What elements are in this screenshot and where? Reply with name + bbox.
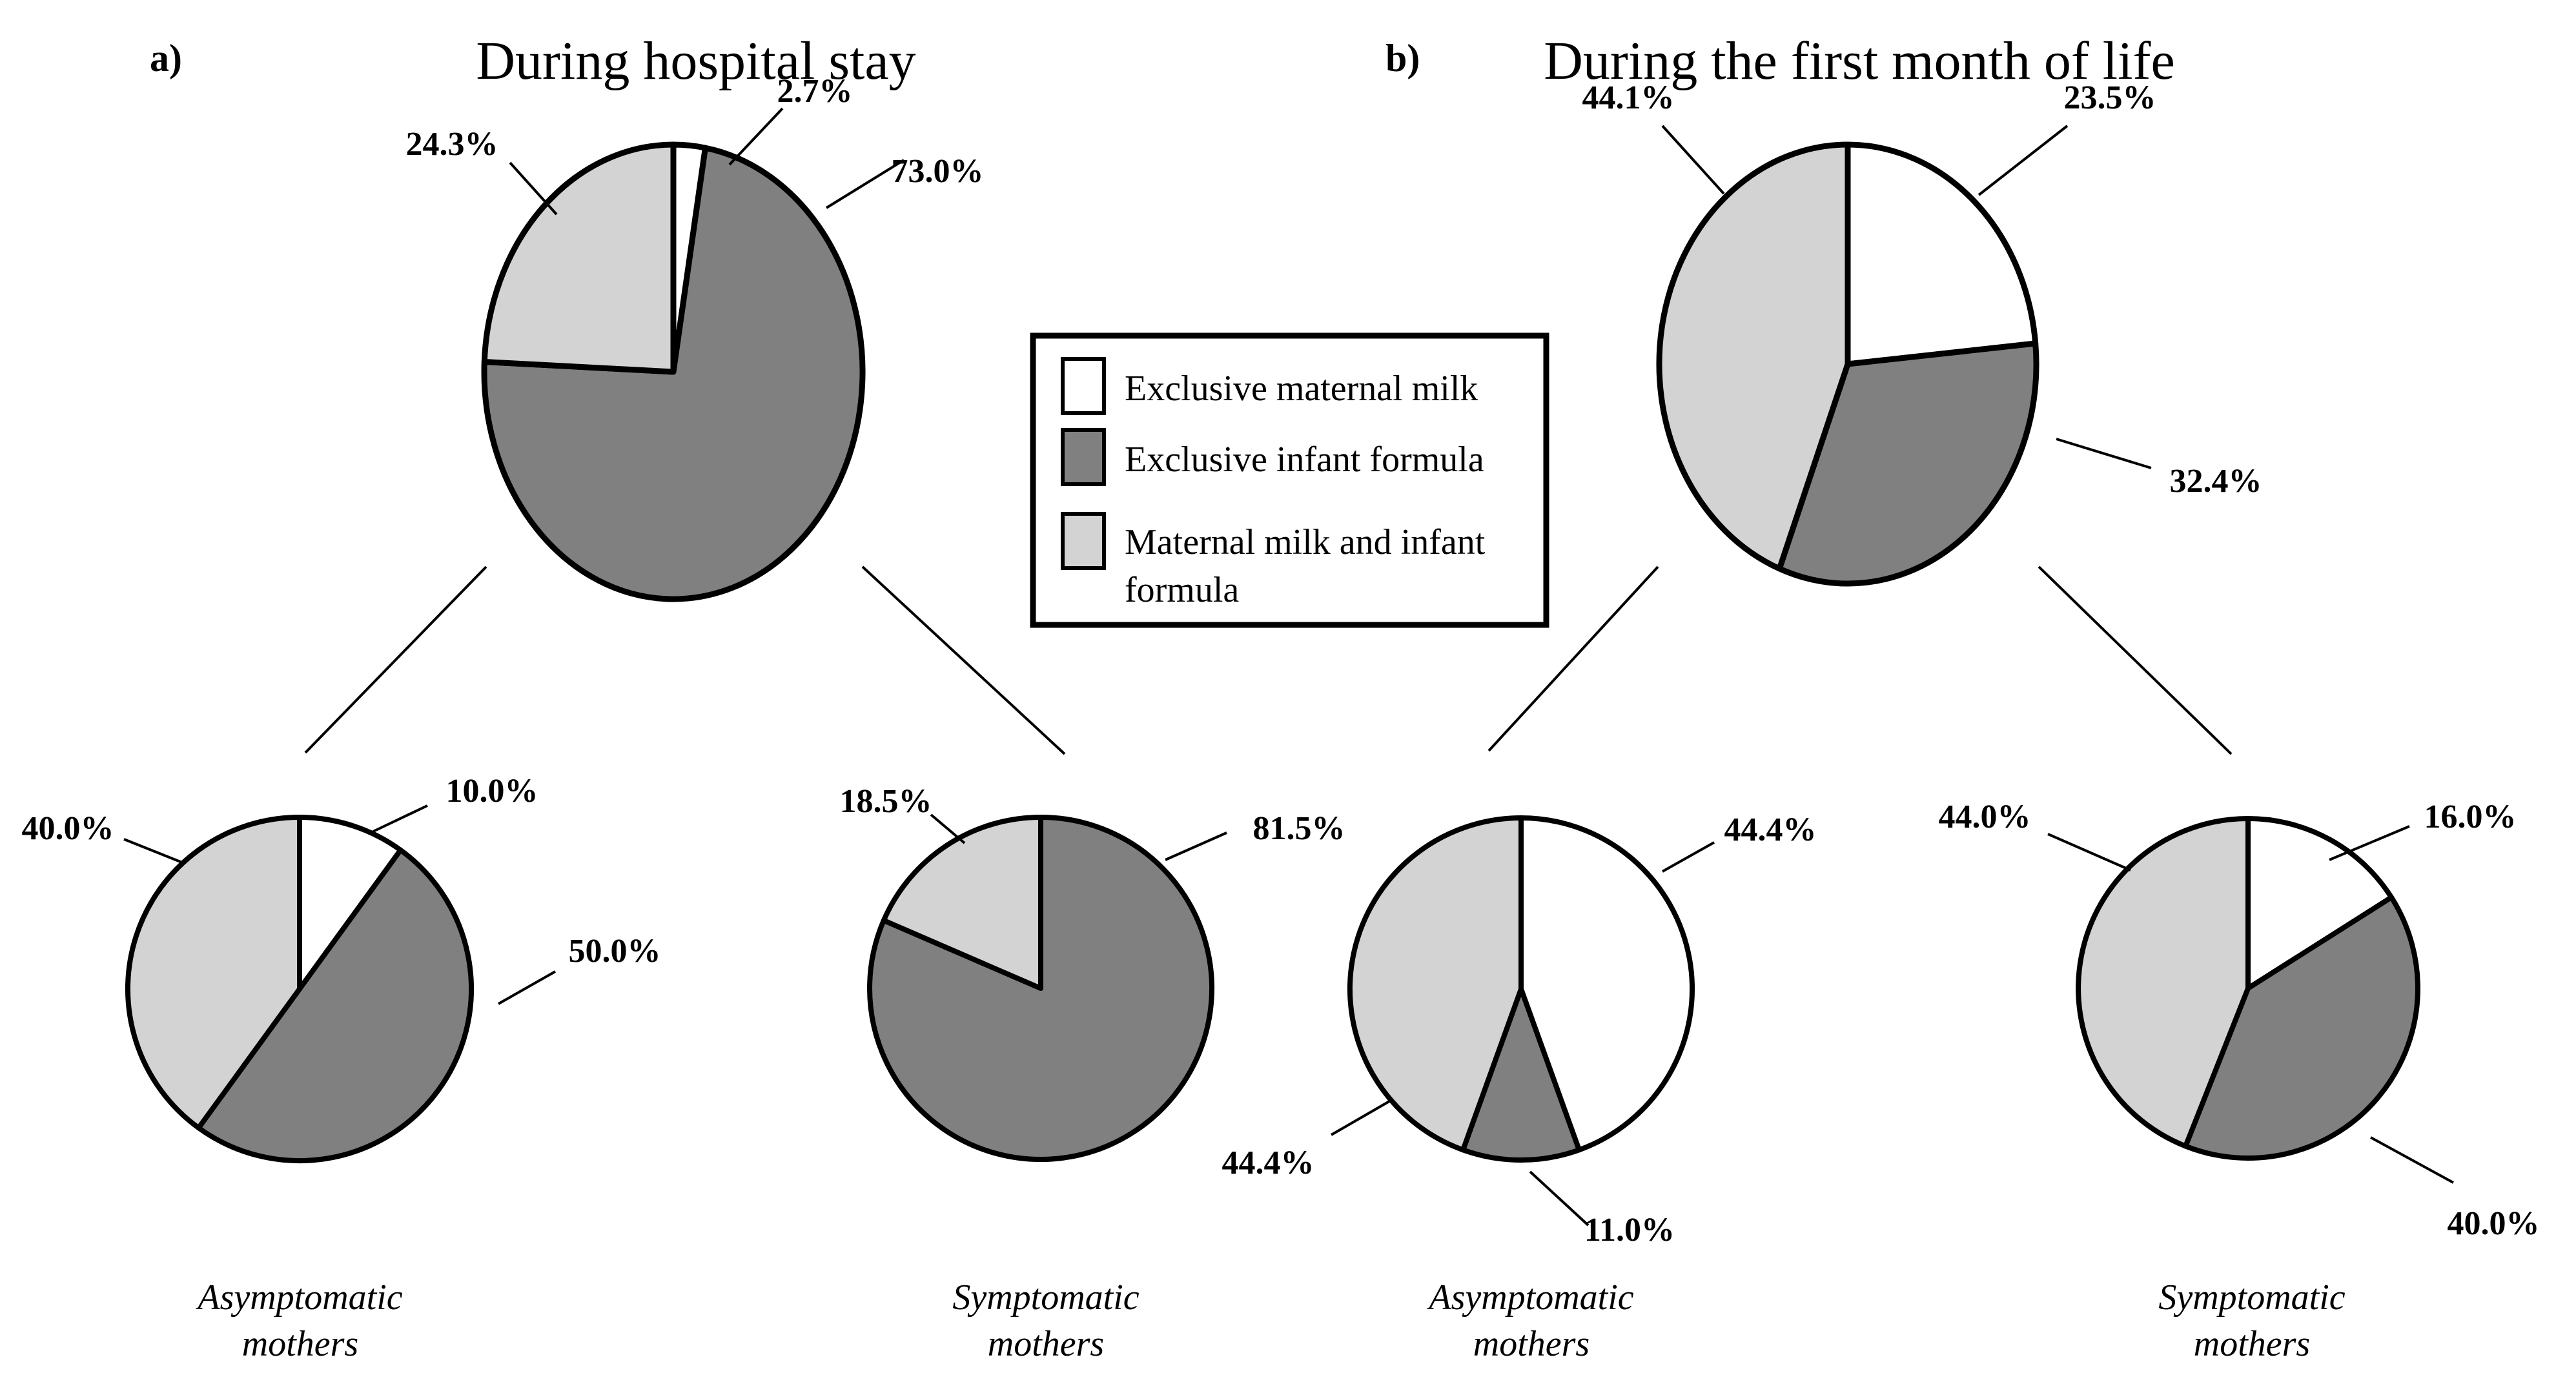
connector-line-3 — [1487, 565, 1659, 752]
pie-month-all-slice-1 — [1776, 340, 2039, 587]
pie-month-all-slice-1-percent-label: 32.4% — [2170, 463, 2262, 500]
pie-hospital-asymptomatic-slice-0-percent-label: 10.0% — [446, 773, 538, 810]
connector-line-4 — [2038, 565, 2233, 755]
legend: Exclusive maternal milk Exclusive infant… — [1030, 332, 1549, 628]
legend-box — [1030, 332, 1549, 628]
pie-hospital-asymptomatic-slice-0-leader-line — [373, 804, 428, 833]
pie-month-all-slice-2 — [1656, 141, 1851, 572]
pie-hospital-all-slice-0-percent-label: 2.7% — [777, 73, 853, 110]
pie-month-all-slice-1-leader-line — [2056, 438, 2152, 469]
pie-hospital-symptomatic-slice-1-leader-line — [930, 813, 966, 844]
pie-hospital-all-slice-0-leader-line — [728, 107, 784, 166]
pie-hospital-asymptomatic-slice-2-leader-line — [123, 838, 183, 864]
pie-hospital-asymptomatic-caption-line1: Asymptomatic — [195, 1278, 402, 1318]
pie-month-all-slice-2-leader-line — [1661, 125, 1725, 195]
pie-month-asymptomatic-slice-0-leader-line — [1662, 841, 1715, 873]
pie-hospital-all-slice-2-percent-label: 24.3% — [406, 126, 498, 163]
pie-month-asymptomatic-slice-0 — [1518, 815, 1695, 1153]
pie-hospital-asymptomatic-caption-line2: mothers — [242, 1324, 358, 1364]
pie-hospital-symptomatic-slice-1 — [881, 815, 1043, 991]
pie-hospital-all-slice-2-leader-line — [509, 161, 558, 216]
legend-label-infant-formula: Exclusive infant formula — [1125, 440, 1484, 480]
pie-month-symptomatic-slice-1-percent-label: 40.0% — [2448, 1205, 2540, 1242]
pie-month-asymptomatic-caption-line2: mothers — [1473, 1324, 1590, 1364]
pie-month-asymptomatic-slice-0-percent-label: 44.4% — [1724, 811, 1817, 848]
pie-hospital-symptomatic-slice-0-leader-line — [1165, 831, 1227, 861]
pie-hospital-symptomatic-caption-line1: Symptomatic — [952, 1278, 1139, 1318]
pie-month-symptomatic-slice-2-leader-line — [2047, 833, 2131, 871]
pie-month-symptomatic-slice-0 — [2245, 816, 2395, 991]
pie-month-symptomatic-slice-1 — [2183, 895, 2421, 1161]
pie-month-symptomatic-slice-0-leader-line — [2329, 825, 2410, 861]
pie-hospital-all-slice-2 — [481, 141, 677, 375]
pie-hospital-symptomatic-slice-0-percent-label: 81.5% — [1253, 810, 1345, 847]
pie-month-symptomatic-slice-1-leader-line — [2370, 1136, 2454, 1184]
pie-month-asymptomatic-slice-1-leader-line — [1529, 1170, 1590, 1227]
pie-month-symptomatic-caption-line1: Symptomatic — [2158, 1278, 2345, 1318]
pie-month-asymptomatic-slice-1-percent-label: 11.0% — [1584, 1212, 1675, 1248]
pie-month-all-slice-0-leader-line — [1978, 125, 2069, 196]
pie-month-symptomatic-slice-2-percent-label: 44.0% — [1939, 799, 2031, 835]
legend-swatch-mixed-feeding — [1061, 512, 1106, 570]
pie-hospital-asymptomatic-slice-1 — [196, 847, 474, 1163]
pies-layer — [125, 141, 2421, 1163]
pie-hospital-all-slice-1-leader-line — [825, 159, 905, 209]
pie-hospital-asymptomatic-slice-0 — [297, 815, 404, 992]
panel-a-tag: a) — [150, 37, 182, 79]
pie-hospital-asymptomatic-slice-1-percent-label: 50.0% — [569, 933, 661, 970]
pie-hospital-all-slice-1-percent-label: 73.0% — [892, 153, 984, 190]
pie-hospital-symptomatic-slice-1-percent-label: 18.5% — [840, 783, 932, 820]
legend-label-mixed-feeding-line1: Maternal milk and infant — [1125, 522, 1486, 562]
pie-month-asymptomatic-slice-2 — [1347, 815, 1524, 1153]
pie-month-symptomatic-caption-line2: mothers — [2194, 1324, 2310, 1364]
connector-line-2 — [861, 565, 1066, 755]
annotations-layer: 2.7% 73.0% 24.3% 23.5% 32.4% 44.1% 10.0% 50.0% 4… — [22, 73, 2540, 1364]
panel-b-title: During the first month of life — [1544, 31, 2174, 91]
pie-month-asymptomatic-slice-2-percent-label: 44.4% — [1222, 1145, 1314, 1181]
legend-label-maternal-milk: Exclusive maternal milk — [1125, 369, 1478, 409]
panel-a-title: During hospital stay — [476, 31, 915, 91]
connector-line-1 — [304, 565, 487, 754]
pie-hospital-symptomatic-caption-line2: mothers — [988, 1324, 1104, 1364]
pie-month-all-slice-0 — [1845, 141, 2039, 367]
panel-b-tag: b) — [1385, 37, 1420, 79]
pie-hospital-asymptomatic-slice-1-leader-line — [498, 970, 556, 1005]
pie-hospital-asymptomatic-slice-2 — [125, 815, 302, 1131]
legend-label-mixed-feeding-line2: formula — [1125, 570, 1239, 610]
pie-month-asymptomatic-slice-1 — [1460, 986, 1582, 1163]
legend-swatch-maternal-milk — [1061, 357, 1106, 415]
legend-swatch-infant-formula — [1061, 428, 1106, 486]
pie-month-asymptomatic-caption-line1: Asymptomatic — [1426, 1278, 1633, 1318]
pie-month-symptomatic-slice-2 — [2076, 816, 2251, 1149]
pie-month-symptomatic-slice-0-percent-label: 16.0% — [2424, 799, 2517, 835]
pie-month-asymptomatic-slice-2-leader-line — [1330, 1100, 1391, 1136]
pie-hospital-asymptomatic-slice-2-percent-label: 40.0% — [22, 810, 114, 847]
pie-month-all-slice-0-percent-label: 23.5% — [2064, 79, 2156, 116]
pie-month-all-slice-2-percent-label: 44.1% — [1582, 79, 1675, 116]
